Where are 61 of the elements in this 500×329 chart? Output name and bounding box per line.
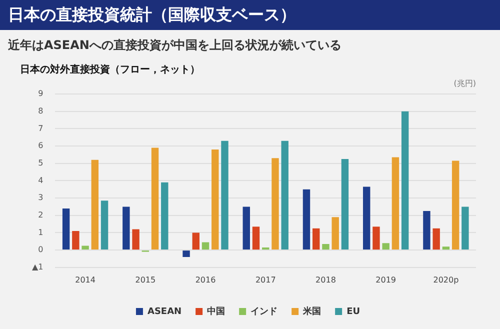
bar: [272, 158, 279, 250]
text: 日本の対外直接投資（フロー，ネット）: [20, 64, 200, 76]
bar: [151, 148, 159, 250]
y-tick-label: 4: [38, 176, 44, 185]
legend-label: EU: [346, 306, 360, 317]
y-tick-label: 2: [38, 210, 44, 220]
legend-label: 米国: [302, 306, 322, 317]
bar: [182, 250, 190, 257]
bar: [392, 157, 400, 250]
chart-subtitle: 近年はASEANへの直接投資が中国を上回る状況が続いている: [8, 38, 342, 52]
y-tick-label: 7: [38, 124, 44, 133]
y-tick-label: 0: [38, 245, 44, 254]
x-tick-label: 2018: [316, 275, 336, 284]
y-tick-label: 6: [38, 141, 44, 150]
bar: [242, 206, 250, 250]
bar: [100, 200, 108, 250]
x-tick-label: 2016: [195, 275, 216, 284]
x-tick-label: 2019: [376, 275, 396, 284]
x-tick-label: 2017: [255, 275, 276, 284]
y-tick-label: ▲1: [32, 262, 44, 272]
bar: [122, 206, 130, 250]
chart-title: 日本の直接投資統計（国際収支ベース）: [8, 5, 296, 24]
bar: [372, 226, 380, 250]
bar: [202, 242, 210, 250]
bar: [362, 186, 370, 250]
bar: [341, 159, 349, 250]
bar: [382, 243, 390, 250]
bar: [312, 228, 320, 250]
bar: [221, 140, 228, 250]
bar: [262, 247, 270, 250]
bar: [332, 217, 339, 250]
bar: [432, 228, 440, 250]
legend-label: インド: [250, 306, 278, 317]
bar: [302, 189, 310, 250]
bar: [192, 232, 200, 250]
y-tick-label: 9: [38, 89, 44, 98]
bar: [161, 182, 168, 250]
bar: [423, 211, 430, 250]
y-tick-label: 3: [38, 193, 44, 202]
x-tick-label: 2020p: [433, 275, 459, 284]
y-axis-title: (兆円): [454, 79, 476, 88]
legend-label: ASEAN: [147, 306, 182, 317]
bar: [252, 226, 260, 250]
bar: [322, 244, 330, 250]
bar: [462, 206, 469, 250]
bar: [452, 160, 460, 250]
bar: [62, 208, 70, 250]
bar: [281, 140, 288, 250]
legend-label: 中国: [207, 306, 226, 317]
y-tick-label: 5: [38, 158, 44, 168]
y-tick-label: 1: [38, 228, 44, 237]
bar: [132, 229, 140, 250]
bar: [82, 246, 89, 250]
y-tick-label: 8: [38, 106, 44, 116]
bar: [72, 230, 80, 250]
x-tick-label: 2014: [75, 275, 96, 284]
bar: [401, 111, 409, 250]
x-tick-label: 2015: [135, 275, 156, 284]
bar: [91, 160, 99, 250]
bar: [442, 246, 450, 250]
bar: [212, 149, 219, 250]
